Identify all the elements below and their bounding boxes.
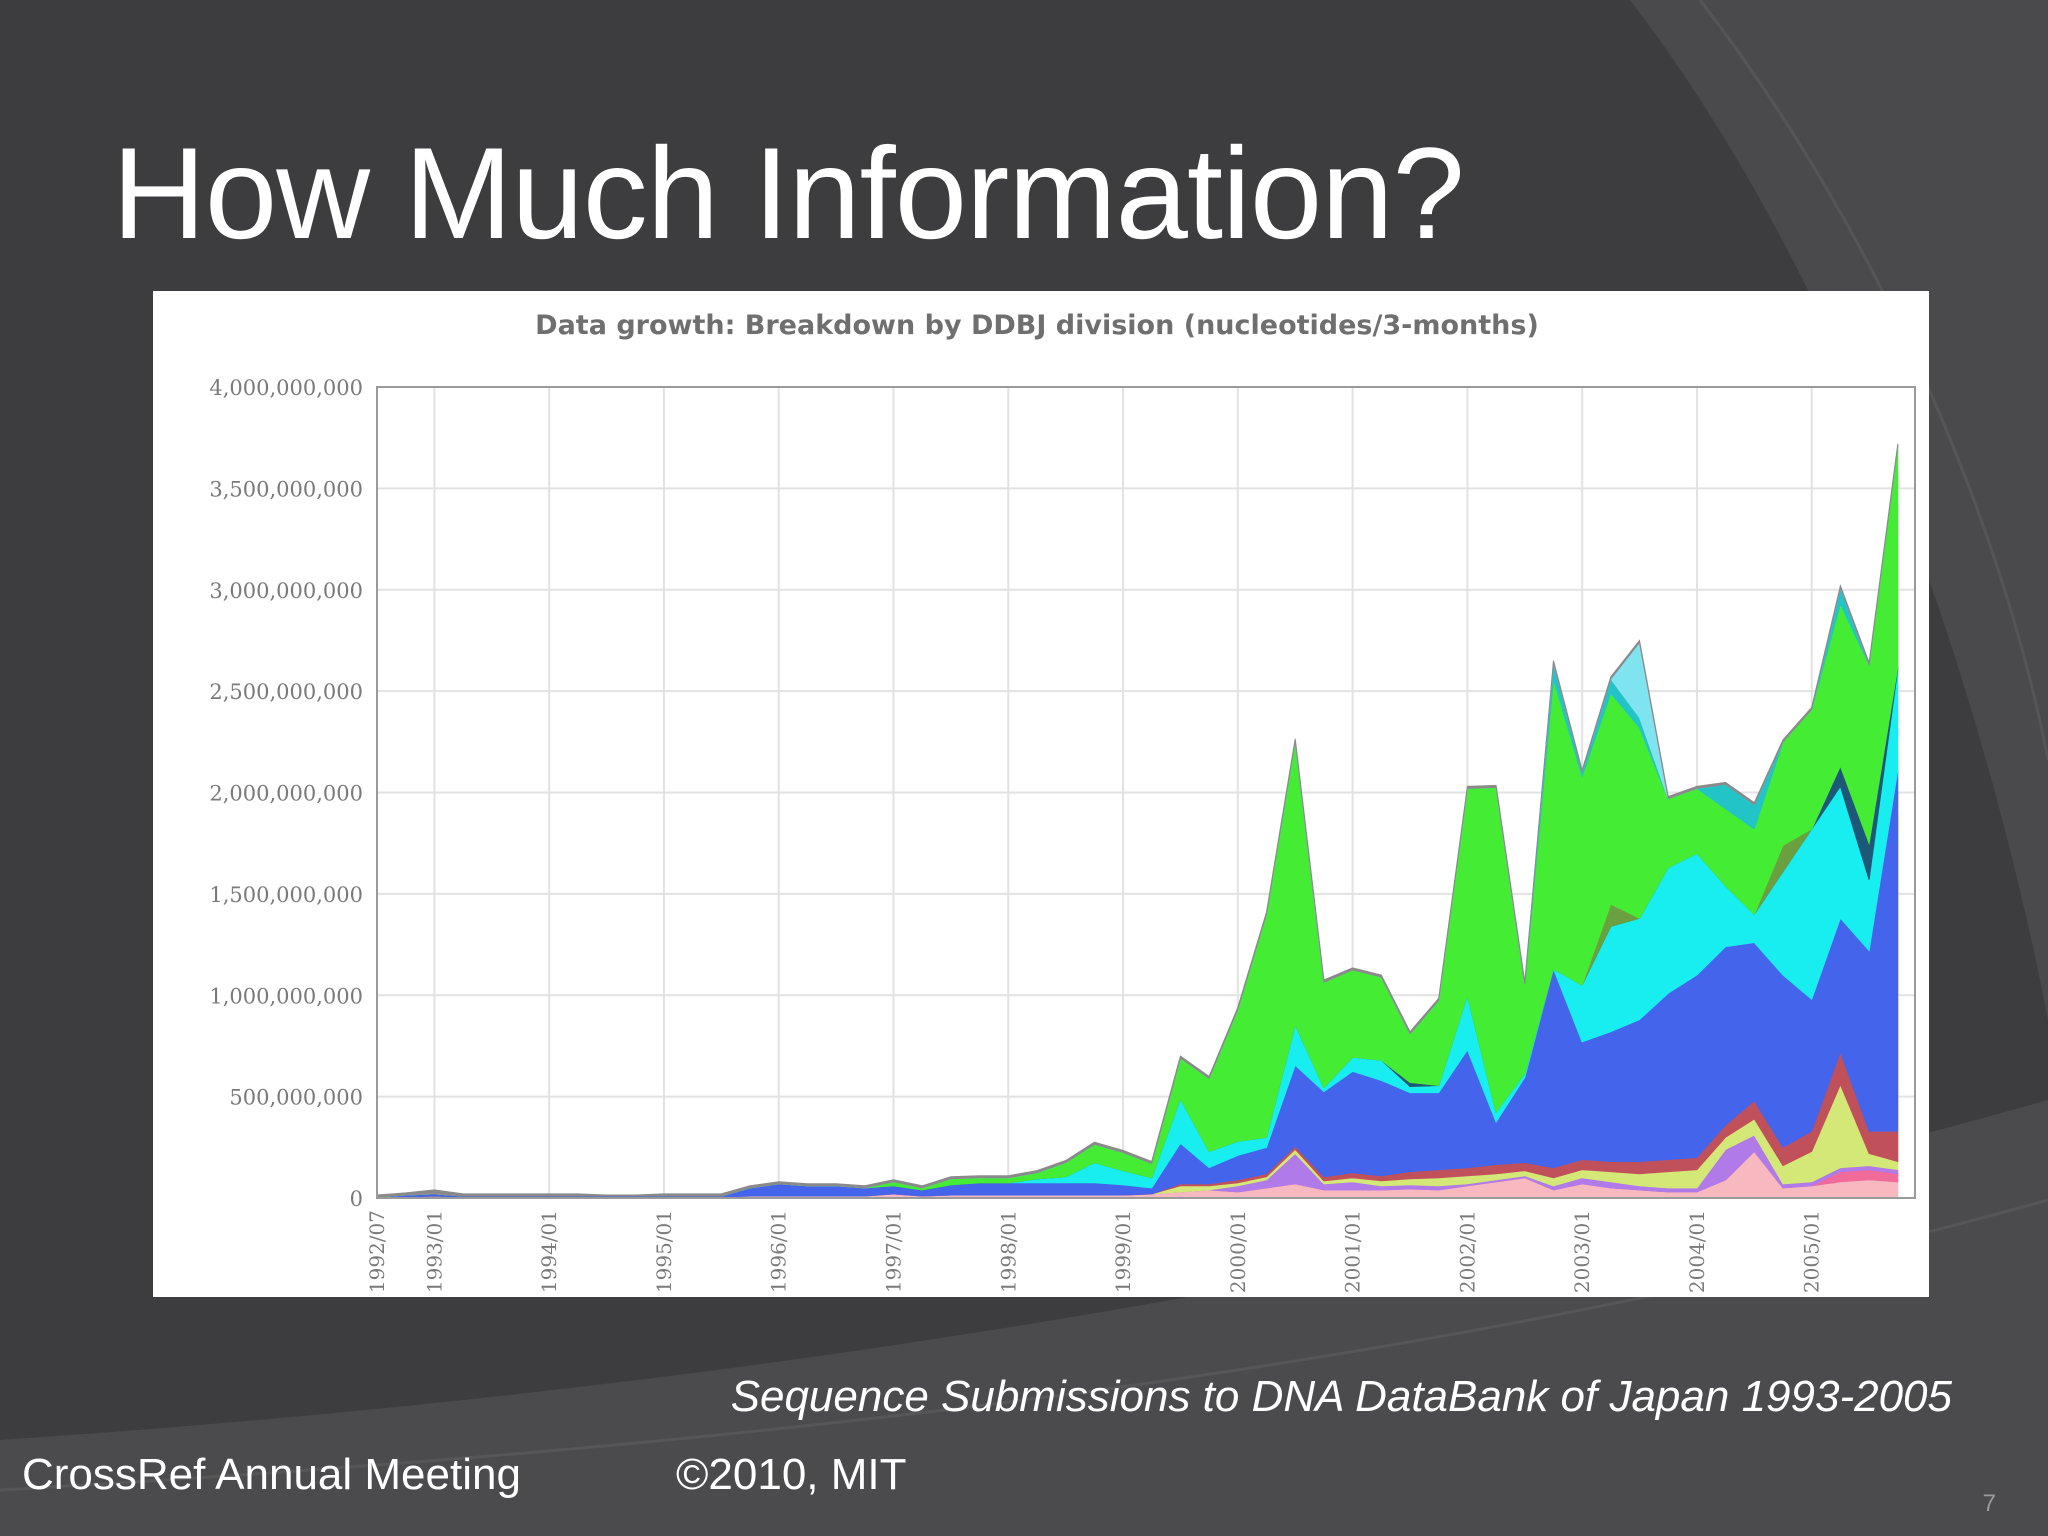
x-tick-label: 1993/01 xyxy=(422,1210,446,1293)
x-tick-label: 1999/01 xyxy=(1111,1210,1135,1293)
footer-event-name: CrossRef Annual Meeting xyxy=(22,1450,521,1499)
y-tick-label: 2,500,000,000 xyxy=(209,680,363,704)
x-tick-label: 2005/01 xyxy=(1800,1210,1824,1293)
x-tick-label: 1998/01 xyxy=(996,1210,1020,1293)
chart-title: Data growth: Breakdown by DDBJ division … xyxy=(535,310,1539,341)
series-areas xyxy=(376,443,1899,1199)
x-tick-label: 2003/01 xyxy=(1570,1210,1594,1293)
x-tick-label: 1994/01 xyxy=(537,1210,561,1293)
x-tick-label: 1995/01 xyxy=(652,1210,676,1293)
area-chart: Data growth: Breakdown by DDBJ division … xyxy=(209,310,1916,1293)
y-tick-label: 1,000,000,000 xyxy=(209,984,363,1008)
slide-title: How Much Information? xyxy=(112,120,1465,266)
y-tick-label: 1,500,000,000 xyxy=(209,883,363,907)
plot-frame xyxy=(376,386,1916,1199)
y-axis-ticks: 0 500,000,000 1,000,000,000 1,500,000,000 2,… xyxy=(209,376,363,1211)
y-tick-label: 3,500,000,000 xyxy=(209,477,363,501)
y-tick-label: 2,000,000,000 xyxy=(209,782,363,806)
x-tick-label: 1997/01 xyxy=(881,1210,905,1293)
x-tick-label: 1992/07 xyxy=(365,1210,389,1293)
x-tick-label: 2001/01 xyxy=(1341,1210,1365,1293)
y-tick-label: 4,000,000,000 xyxy=(209,376,363,400)
series-area-13 xyxy=(376,443,1899,1198)
slide-caption: Sequence Submissions to DNA DataBank of … xyxy=(730,1372,1952,1421)
footer-copyright: ©2010, MIT xyxy=(676,1450,907,1499)
x-tick-label: 2004/01 xyxy=(1685,1210,1709,1293)
chart-panel: Data growth: Breakdown by DDBJ division … xyxy=(153,291,1929,1297)
x-tick-label: 1996/01 xyxy=(767,1210,791,1293)
page-number: 7 xyxy=(1982,1490,1996,1517)
x-axis-ticks: 1992/07 1993/01 1994/01 1995/01 1996/01 1997/… xyxy=(365,1210,1824,1293)
y-tick-label: 0 xyxy=(350,1187,363,1211)
y-tick-label: 3,000,000,000 xyxy=(209,579,363,603)
y-tick-label: 500,000,000 xyxy=(229,1086,363,1110)
x-tick-label: 2002/01 xyxy=(1455,1210,1479,1293)
x-tick-label: 2000/01 xyxy=(1226,1210,1250,1293)
